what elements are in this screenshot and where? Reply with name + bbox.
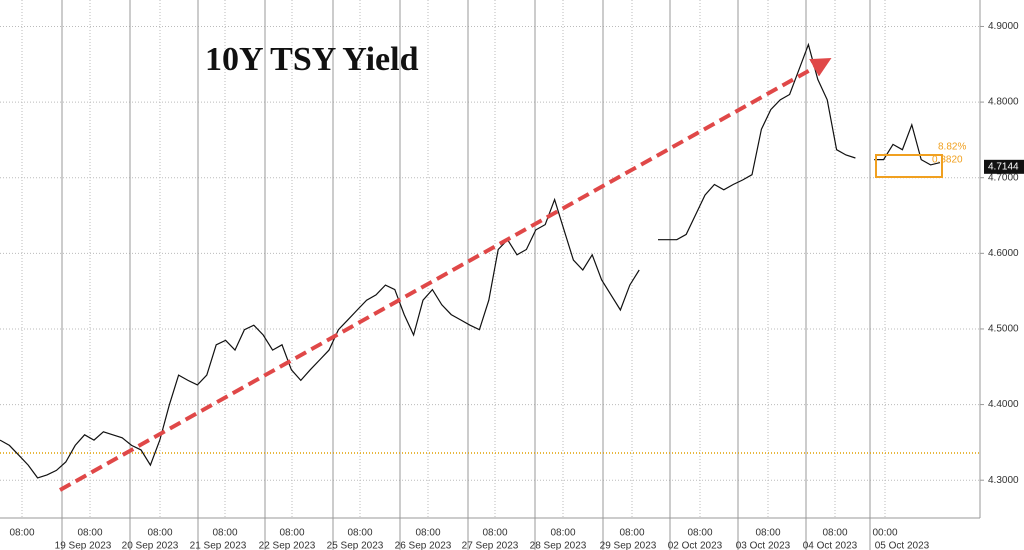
y-tick-label: 4.5000	[988, 324, 1019, 335]
grid	[0, 0, 980, 550]
x-tick-label: 08:00	[9, 528, 34, 539]
y-tick-label: 4.9000	[988, 21, 1019, 32]
y-tick-label: 4.3000	[988, 475, 1019, 486]
x-tick-label: 08:00	[347, 528, 372, 539]
x-date-label: 22 Sep 2023	[259, 541, 316, 550]
price-line	[0, 42, 941, 479]
y-tick-label: 4.6000	[988, 248, 1019, 259]
x-date-label: 02 Oct 2023	[668, 541, 723, 550]
last-value-label: 4.7144	[988, 161, 1019, 172]
x-date-label: 29 Sep 2023	[600, 541, 657, 550]
axes: 4.3000 4.4000 4.5000 4.6000 4.7000 4.8000 4.90…	[9, 21, 1024, 550]
x-tick-label: 08:00	[415, 528, 440, 539]
trend-arrow	[59, 58, 832, 492]
x-date-label: 28 Sep 2023	[530, 541, 587, 550]
x-tick-label: 08:00	[687, 528, 712, 539]
y-tick-label: 4.4000	[988, 399, 1019, 410]
last-value-box	[984, 159, 1024, 174]
range-box	[875, 154, 943, 178]
x-tick-label: 08:00	[822, 528, 847, 539]
x-date-label: 04 Oct 2023	[803, 541, 858, 550]
annotation: 8.82%	[938, 142, 966, 153]
x-tick-label: 08:00	[147, 528, 172, 539]
x-date-label: 21 Sep 2023	[190, 541, 247, 550]
x-tick-label: 08:00	[482, 528, 507, 539]
x-date-label: 05 Oct 2023	[875, 541, 930, 550]
x-date-label: 03 Oct 2023	[736, 541, 791, 550]
x-date-label: 26 Sep 2023	[395, 541, 452, 550]
y-tick-label: 4.8000	[988, 97, 1019, 108]
x-date-label: 25 Sep 2023	[327, 541, 384, 550]
x-date-label: 19 Sep 2023	[55, 541, 112, 550]
lines	[0, 42, 980, 479]
x-tick-label: 08:00	[619, 528, 644, 539]
x-tick-label: 08:00	[279, 528, 304, 539]
x-tick-label: 08:00	[212, 528, 237, 539]
x-tick-label: 08:00	[77, 528, 102, 539]
x-tick-label: 08:00	[550, 528, 575, 539]
y-tick-label: 4.7000	[988, 172, 1019, 183]
chart-title: 10Y TSY Yield	[205, 41, 419, 78]
x-tick-label: 08:00	[755, 528, 780, 539]
x-tick-label: 00:00	[872, 528, 897, 539]
x-date-label: 27 Sep 2023	[462, 541, 519, 550]
annotation: 0.3820	[932, 155, 963, 166]
x-date-label: 20 Sep 2023	[122, 541, 179, 550]
